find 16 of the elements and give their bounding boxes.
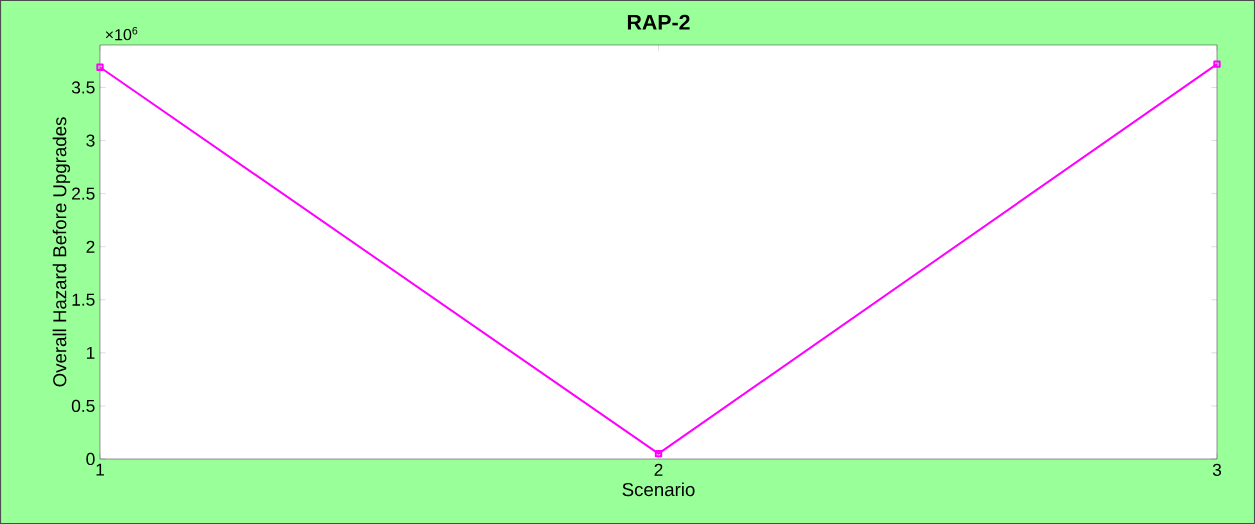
x-tick-label: 3 bbox=[1212, 463, 1222, 476]
x-axis-title: Scenario bbox=[622, 482, 695, 497]
x-tick-label: 2 bbox=[654, 463, 663, 476]
text: ×10$^{6}$ bbox=[105, 26, 138, 41]
y-tick-label: 1 bbox=[86, 346, 95, 359]
point bbox=[654, 450, 663, 458]
y-tick-label: 0.5 bbox=[71, 399, 95, 413]
y-tick-label: 2.5 bbox=[72, 187, 95, 200]
y-axis-title: Overall Hazard Before Upgrades bbox=[52, 117, 71, 387]
chart-title: RAP-2 bbox=[627, 14, 690, 30]
x-tick-label: 1 bbox=[96, 463, 104, 476]
y-tick-label: 3 bbox=[86, 134, 95, 147]
y-tick-label: 0 bbox=[86, 452, 95, 466]
y-tick-label: 1.5 bbox=[72, 293, 95, 306]
y-tick-label: 3.5 bbox=[71, 81, 95, 94]
y-tick-label: 2 bbox=[86, 240, 95, 253]
